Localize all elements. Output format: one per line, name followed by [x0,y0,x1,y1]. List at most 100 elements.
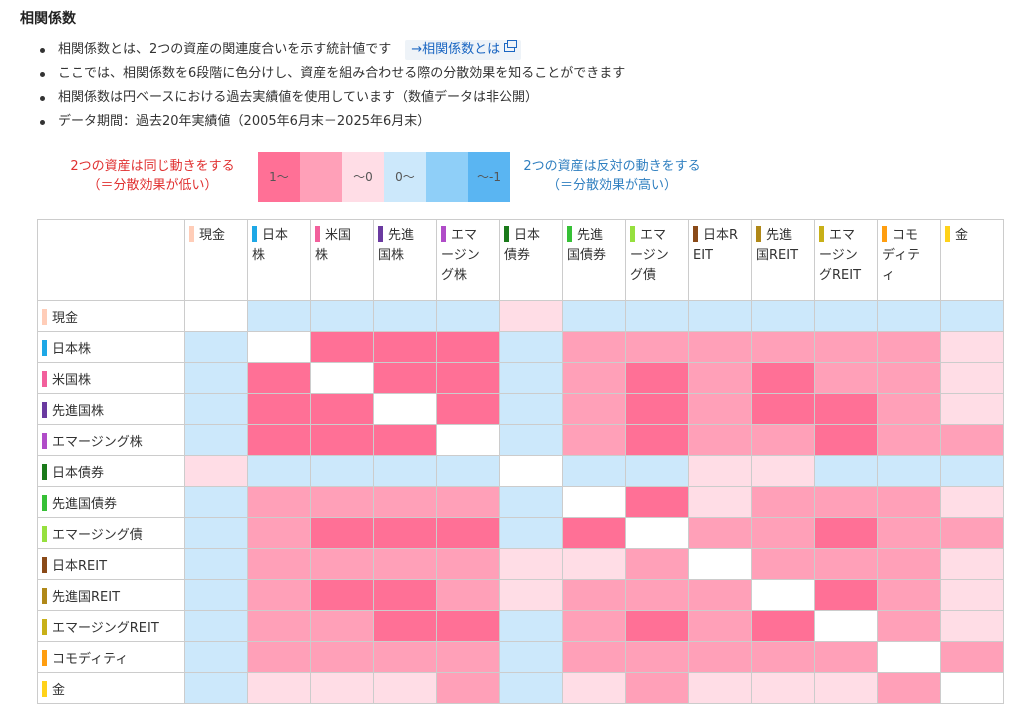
correlation-cell [625,393,689,425]
legend-opposite-note: （＝分散効果が高い） [546,178,677,193]
correlation-cell [940,424,1004,456]
row-header: 先進国REIT [37,579,185,611]
correlation-cell [751,517,815,549]
correlation-cell [751,331,815,363]
external-window-icon[interactable] [504,40,518,52]
correlation-cell [940,517,1004,549]
legend-swatch [426,152,468,202]
correlation-cell [814,331,878,363]
correlation-cell [877,362,941,394]
correlation-cell [877,548,941,580]
matrix-row: エマージング債 [37,517,1004,549]
correlation-cell [310,610,374,642]
correlation-cell [751,424,815,456]
correlation-cell [247,579,311,611]
column-header-label: エマ [829,228,856,243]
column-header-label: EIT [693,248,713,263]
correlation-cell [625,517,689,549]
color-legend: 2つの資産は同じ動きをする （＝分散効果が低い） 1～ ～0 0～ ～-1 2つの資産… [0,152,1024,202]
matrix-row: 日本債券 [37,455,1004,487]
correlation-cell [499,548,563,580]
row-header: 現金 [37,300,185,332]
correlation-cell [877,641,941,673]
correlation-cell [436,331,500,363]
correlation-cell [814,424,878,456]
correlation-cell [247,455,311,487]
correlation-cell [247,672,311,704]
column-header-label: グ債 [630,268,657,283]
description-list: 相関係数とは、2つの資産の関連度合いを示す統計値です →相関係数とは ここでは、相… [38,38,625,134]
asset-color-chip [378,226,383,242]
correlation-info-link[interactable]: →相関係数とは [405,40,522,60]
correlation-cell [877,610,941,642]
correlation-cell [373,331,437,363]
correlation-cell [310,672,374,704]
column-header-label: ージン [441,248,480,263]
correlation-cell [814,579,878,611]
correlation-cell [688,548,752,580]
row-header: エマージングREIT [37,610,185,642]
correlation-cell [751,548,815,580]
correlation-cell [499,610,563,642]
correlation-cell [247,393,311,425]
correlation-cell [247,610,311,642]
correlation-cell [751,486,815,518]
correlation-cell [562,579,626,611]
row-header: 日本REIT [37,548,185,580]
legend-same-title: 2つの資産は同じ動きをする [70,159,235,174]
correlation-cell [814,610,878,642]
column-header-label: 国REIT [756,248,799,263]
correlation-cell [625,424,689,456]
correlation-cell [310,517,374,549]
row-header-label: 日本債券 [52,465,105,481]
legend-opposite-movement: 2つの資産は反対の動きをする （＝分散効果が高い） [506,157,718,195]
correlation-cell [499,331,563,363]
matrix-header-row: 現金 日本株米国株先進 国株 エマ ージン グ株 日本 債券 先進 国債券 エマ ージン グ債 日本R EI… [37,219,1004,301]
column-header-label: ディテ [882,248,921,263]
correlation-cell [688,517,752,549]
row-header-label: 先進国債券 [52,496,118,512]
asset-color-chip [504,226,509,242]
correlation-cell [751,579,815,611]
correlation-cell [499,579,563,611]
asset-color-chip [567,226,572,242]
correlation-cell [877,579,941,611]
correlation-cell [814,517,878,549]
asset-color-chip [42,618,47,635]
legend-swatches: 1～ ～0 0～ ～-1 [258,152,510,202]
correlation-cell [310,424,374,456]
matrix-row: 先進国債券 [37,486,1004,518]
column-header: 米国株 [310,219,374,301]
legend-swatch [300,152,342,202]
bullet-text: 相関係数とは、2つの資産の関連度合いを示す統計値です [58,42,392,57]
correlation-cell [184,362,248,394]
correlation-cell [940,548,1004,580]
column-header: 日本R EIT [688,219,752,301]
correlation-cell [247,517,311,549]
correlation-cell [688,393,752,425]
correlation-cell [310,579,374,611]
asset-color-chip [882,226,887,242]
column-header-label: 国債券 [567,248,607,263]
column-header-label: 日本 [262,228,289,243]
column-header-label: 日本R [703,228,739,243]
correlation-cell [877,331,941,363]
correlation-cell [625,486,689,518]
correlation-cell [562,362,626,394]
correlation-cell [436,393,500,425]
row-header: エマージング株 [37,424,185,456]
correlation-cell [184,300,248,332]
correlation-cell [373,455,437,487]
asset-color-chip [42,401,47,418]
correlation-cell [877,455,941,487]
column-header: 現金 [184,219,248,301]
correlation-cell [499,300,563,332]
correlation-cell [940,610,1004,642]
correlation-cell [184,393,248,425]
row-header-label: 日本REIT [52,558,108,574]
correlation-cell [688,455,752,487]
row-header: 金 [37,672,185,704]
column-header-label: 債券 [504,248,531,263]
info-link-label[interactable]: →相関係数とは [411,42,501,57]
